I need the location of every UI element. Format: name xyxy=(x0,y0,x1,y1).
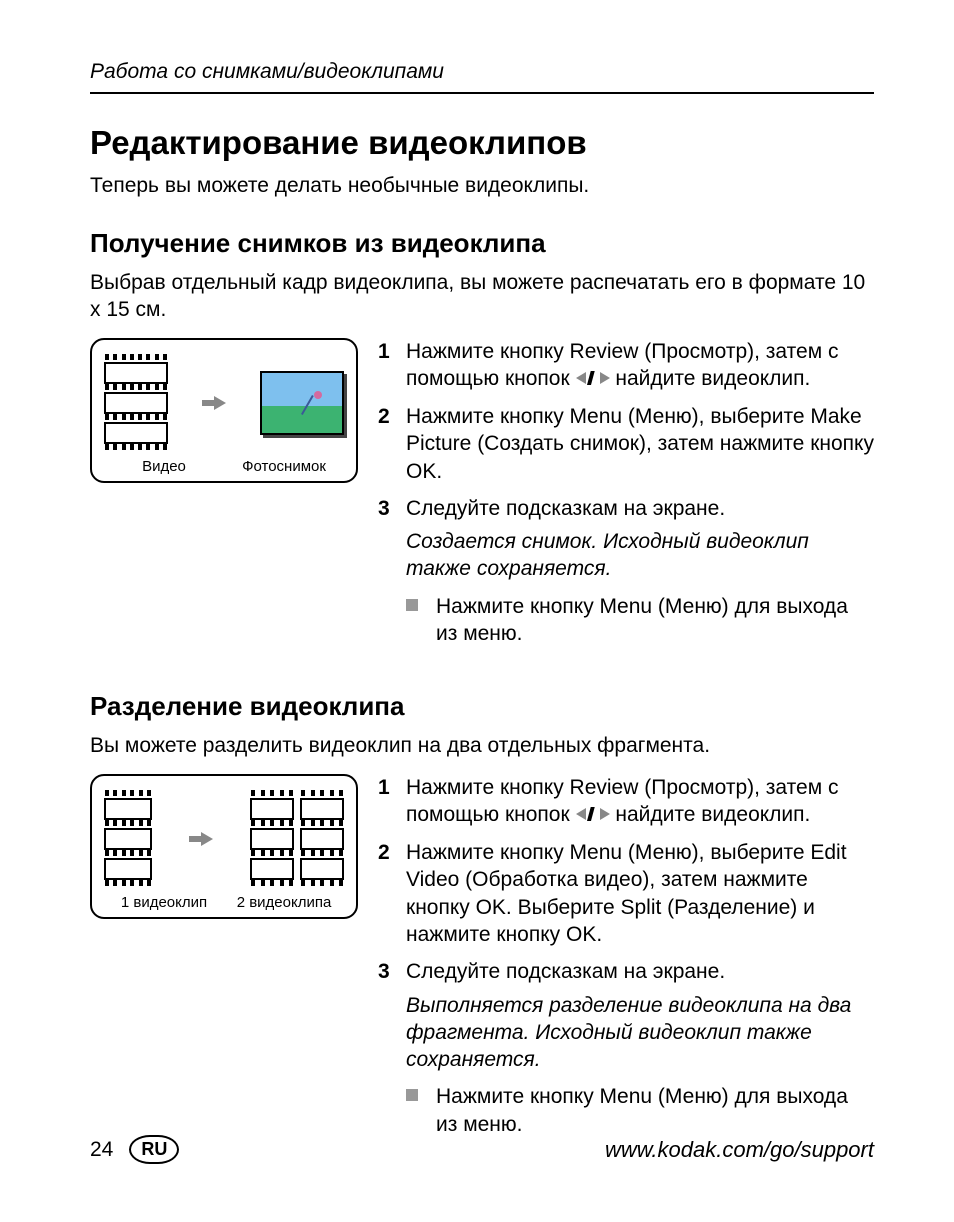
nav-arrows-icon xyxy=(576,366,610,393)
arrow-right-icon xyxy=(189,831,213,847)
step-text: Нажмите кнопку Review (Просмотр), затем … xyxy=(406,338,874,393)
step-main: Следуйте подсказкам на экране. xyxy=(406,960,725,983)
step-text: Нажмите кнопку Review (Просмотр), затем … xyxy=(406,774,874,829)
step-number: 1 xyxy=(378,338,406,393)
section1-bullet: Нажмите кнопку Menu (Меню) для выхода из… xyxy=(406,593,874,648)
section1-desc: Выбрав отдельный кадр видеоклипа, вы мож… xyxy=(90,269,874,324)
section2-note: Выполняется разделение видеоклипа на два… xyxy=(406,992,874,1074)
step-number: 3 xyxy=(378,958,406,1144)
section2-body: 1 видеоклип 2 видеоклипа 1 Нажмите кнопк… xyxy=(90,774,874,1154)
step-text: Нажмите кнопку Menu (Меню), выберите Edi… xyxy=(406,839,874,948)
section2-illustration: 1 видеоклип 2 видеоклипа xyxy=(90,774,358,919)
illus1-label-left: Видео xyxy=(104,458,224,475)
running-header: Работа со снимками/видеоклипами xyxy=(90,60,874,84)
photo-thumbnail-icon xyxy=(260,371,344,435)
step-text: Следуйте подсказкам на экране. Выполняет… xyxy=(406,958,874,1144)
illus2-label-left: 1 видеоклип xyxy=(104,894,224,911)
film-strip-icon xyxy=(300,790,344,888)
list-item: 1 Нажмите кнопку Review (Просмотр), зате… xyxy=(378,774,874,829)
step-post: найдите видеоклип. xyxy=(615,367,810,390)
film-strip-icon xyxy=(104,790,152,888)
square-bullet-icon xyxy=(406,599,418,611)
section2-heading: Разделение видеоклипа xyxy=(90,691,874,722)
section1-body: Видео Фотоснимок 1 Нажмите кнопку Review… xyxy=(90,338,874,664)
illus2-label-right: 2 видеоклипа xyxy=(224,894,344,911)
list-item: 1 Нажмите кнопку Review (Просмотр), зате… xyxy=(378,338,874,393)
square-bullet-icon xyxy=(406,1089,418,1101)
step-text: Нажмите кнопку Menu (Меню), выберите Mak… xyxy=(406,403,874,485)
section2-bullet: Нажмите кнопку Menu (Меню) для выхода из… xyxy=(406,1083,874,1138)
header-rule xyxy=(90,92,874,94)
nav-arrows-icon xyxy=(576,802,610,829)
list-item: 2 Нажмите кнопку Menu (Меню), выберите E… xyxy=(378,839,874,948)
page-number: 24 xyxy=(90,1138,113,1162)
step-number: 1 xyxy=(378,774,406,829)
section2-steps: 1 Нажмите кнопку Review (Просмотр), зате… xyxy=(378,774,874,1154)
step-number: 2 xyxy=(378,403,406,485)
intro-text: Теперь вы можете делать необычные видеок… xyxy=(90,174,874,198)
step-text: Следуйте подсказкам на экране. Создается… xyxy=(406,495,874,653)
section1-illustration: Видео Фотоснимок xyxy=(90,338,358,483)
section1-steps: 1 Нажмите кнопку Review (Просмотр), зате… xyxy=(378,338,874,664)
step-post: найдите видеоклип. xyxy=(615,803,810,826)
illus1-label-right: Фотоснимок xyxy=(224,458,344,475)
arrow-right-icon xyxy=(202,395,226,411)
page-title: Редактирование видеоклипов xyxy=(90,124,874,162)
language-badge: RU xyxy=(129,1135,179,1164)
bullet-text: Нажмите кнопку Menu (Меню) для выхода из… xyxy=(436,1083,874,1138)
film-strip-icon xyxy=(104,354,168,452)
footer-url: www.kodak.com/go/support xyxy=(605,1137,874,1163)
section1-heading: Получение снимков из видеоклипа xyxy=(90,228,874,259)
bullet-text: Нажмите кнопку Menu (Меню) для выхода из… xyxy=(436,593,874,648)
list-item: 3 Следуйте подсказкам на экране. Создает… xyxy=(378,495,874,653)
step-number: 2 xyxy=(378,839,406,948)
section2-desc: Вы можете разделить видеоклип на два отд… xyxy=(90,732,874,759)
step-number: 3 xyxy=(378,495,406,653)
list-item: 2 Нажмите кнопку Menu (Меню), выберите M… xyxy=(378,403,874,485)
list-item: 3 Следуйте подсказкам на экране. Выполня… xyxy=(378,958,874,1144)
page-footer: 24 RU www.kodak.com/go/support xyxy=(90,1135,874,1164)
step-main: Следуйте подсказкам на экране. xyxy=(406,497,725,520)
film-strip-icon xyxy=(250,790,294,888)
section1-note: Создается снимок. Исходный видеоклип так… xyxy=(406,528,874,583)
